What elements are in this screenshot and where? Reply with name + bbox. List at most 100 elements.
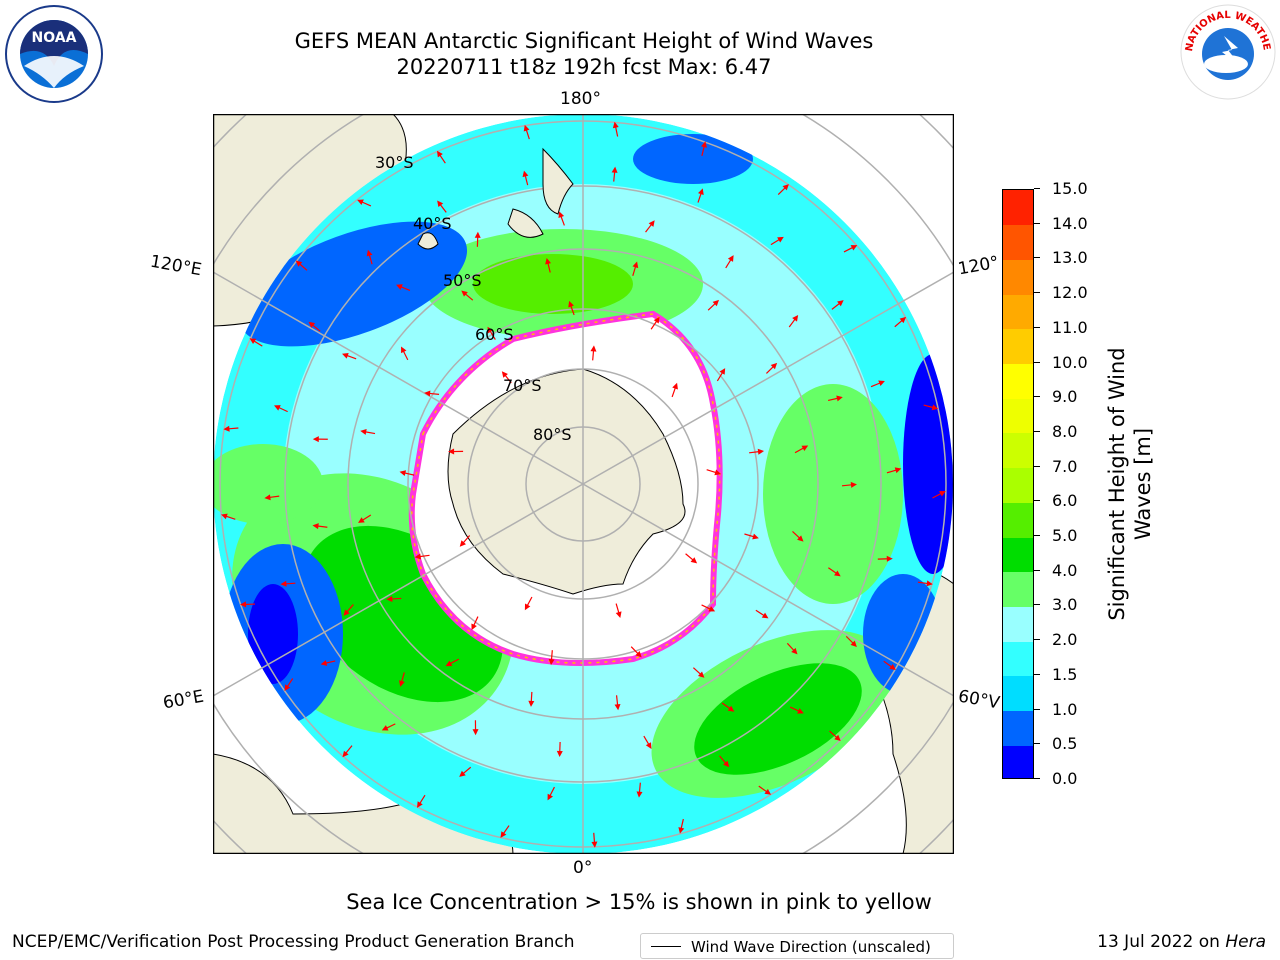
wind-arrow: [697, 188, 704, 203]
wind-arrow: [870, 380, 885, 388]
colorbar-segment: [1003, 710, 1033, 746]
wind-arrow: [471, 616, 479, 631]
land-new-zealand: [542, 147, 574, 215]
wind-arrow: [459, 535, 471, 547]
lon-label-180: 180°: [560, 89, 601, 109]
wind-arrow: [320, 660, 336, 666]
wind-arrow: [342, 352, 357, 360]
colorbar-tick: 10.0: [1034, 354, 1088, 371]
wind-arrow: [744, 533, 759, 540]
colorbar-tick: 15.0: [1034, 181, 1088, 197]
wind-arrow: [770, 236, 784, 246]
lon-label-60w: 60°V: [956, 686, 1002, 714]
noaa-logo: NOAA: [4, 4, 104, 108]
wind-arrow: [932, 491, 946, 499]
wind-arrow: [725, 255, 734, 269]
wind-arrow: [685, 553, 698, 564]
wind-arrow: [221, 513, 236, 520]
date-host: Hera: [1225, 932, 1266, 952]
colorbar-tick: 13.0: [1034, 250, 1088, 266]
wind-arrow: [636, 782, 643, 798]
wind-arrow: [706, 469, 721, 476]
colorbar-tick: 6.0: [1034, 493, 1077, 509]
colorbar-tick: 0.5: [1034, 736, 1077, 752]
wind-arrow: [424, 390, 440, 397]
wind-arrow: [448, 448, 464, 455]
wind-arrow: [556, 741, 563, 757]
wind-arrow: [749, 448, 765, 455]
wind-arrow: [843, 245, 858, 253]
colorbar-segment: [1003, 675, 1033, 712]
colorbar-segment: [1003, 537, 1033, 573]
wind-arrow: [360, 429, 376, 435]
lat-label-60s: 60°S: [475, 325, 514, 344]
wind-arrow: [437, 200, 447, 213]
wind-arrow: [396, 284, 411, 292]
wind-arrow: [381, 723, 396, 731]
colorbar-segment: [1003, 363, 1033, 399]
wind-arrow: [342, 745, 353, 758]
colorbar-tick: 2.0: [1034, 632, 1077, 648]
wind-arrow: [295, 260, 308, 271]
wind-arrow: [614, 695, 621, 711]
wind-arrow: [788, 314, 799, 328]
colorbar-label-line1: Significant Height of Wind: [1105, 347, 1129, 621]
wind-arrow: [692, 667, 705, 678]
wind-arrow: [417, 794, 426, 808]
colorbar-tick: 7.0: [1034, 458, 1077, 475]
wind-arrow: [357, 199, 372, 207]
wind-arrow: [343, 604, 354, 616]
colorbar-segment: [1003, 571, 1033, 607]
lon-label-120w: 120°: [956, 252, 1001, 280]
svg-text:NOAA: NOAA: [32, 30, 77, 46]
wind-arrow: [678, 818, 685, 834]
wind-arrow: [312, 523, 328, 530]
lon-label-120e: 120°E: [148, 251, 204, 281]
wind-arrow: [701, 604, 716, 612]
wind-arrow: [630, 646, 642, 658]
colorbar-tick: 0.0: [1034, 771, 1077, 787]
colorbar-tick: 3.0: [1034, 597, 1077, 613]
wind-arrow: [917, 580, 933, 587]
colorbar-segment: [1003, 432, 1033, 469]
wind-arrow: [828, 567, 841, 577]
wind-arrow: [558, 211, 565, 226]
wind-arrow: [886, 467, 902, 474]
legend-label: Wind Wave Direction (unscaled): [691, 938, 931, 956]
wind-arrow: [777, 184, 789, 196]
chart-subtitle: 20220711 t18z 192h fcst Max: 6.47: [396, 55, 772, 79]
wind-arrow: [366, 249, 373, 265]
wind-arrow: [716, 368, 726, 382]
wind-arrow: [414, 553, 430, 560]
wind-arrow: [789, 706, 804, 714]
map-legend: Wind Wave Direction (unscaled): [640, 933, 954, 959]
nws-logo: NATIONAL WEATHER SERVICE: [1174, 0, 1278, 106]
colorbar-segment: [1003, 467, 1033, 503]
wind-arrow: [386, 595, 402, 602]
wind-arrow: [923, 404, 939, 411]
wind-arrow: [645, 220, 655, 233]
colorbar-label: Significant Height of Wind Waves [m]: [1104, 284, 1156, 684]
wind-arrow: [445, 658, 460, 667]
date-prefix: 13 Jul 2022 on: [1097, 932, 1226, 952]
date-stamp: 13 Jul 2022 on Hera: [1097, 932, 1266, 952]
colorbar-tick: 11.0: [1034, 319, 1088, 336]
wind-arrow: [755, 609, 769, 619]
wind-arrow: [399, 672, 405, 687]
lon-label-0: 0°: [573, 858, 593, 878]
wind-arrow: [612, 121, 619, 137]
colorbar-segment: [1003, 259, 1033, 295]
wind-arrow: [786, 642, 798, 655]
colorbar-segment: [1003, 641, 1033, 677]
wind-arrow: [707, 299, 720, 311]
colorbar-segment: [1003, 745, 1033, 778]
wind-arrow: [459, 766, 472, 777]
wind-arrow: [522, 170, 529, 186]
colorbar-tick: 4.0: [1034, 562, 1077, 579]
wind-arrow: [766, 362, 778, 374]
wind-arrow: [671, 382, 678, 398]
wind-arrow: [474, 231, 481, 247]
lat-label-50s: 50°S: [443, 271, 482, 290]
wind-arrow: [632, 261, 639, 277]
wind-arrow: [643, 735, 652, 749]
